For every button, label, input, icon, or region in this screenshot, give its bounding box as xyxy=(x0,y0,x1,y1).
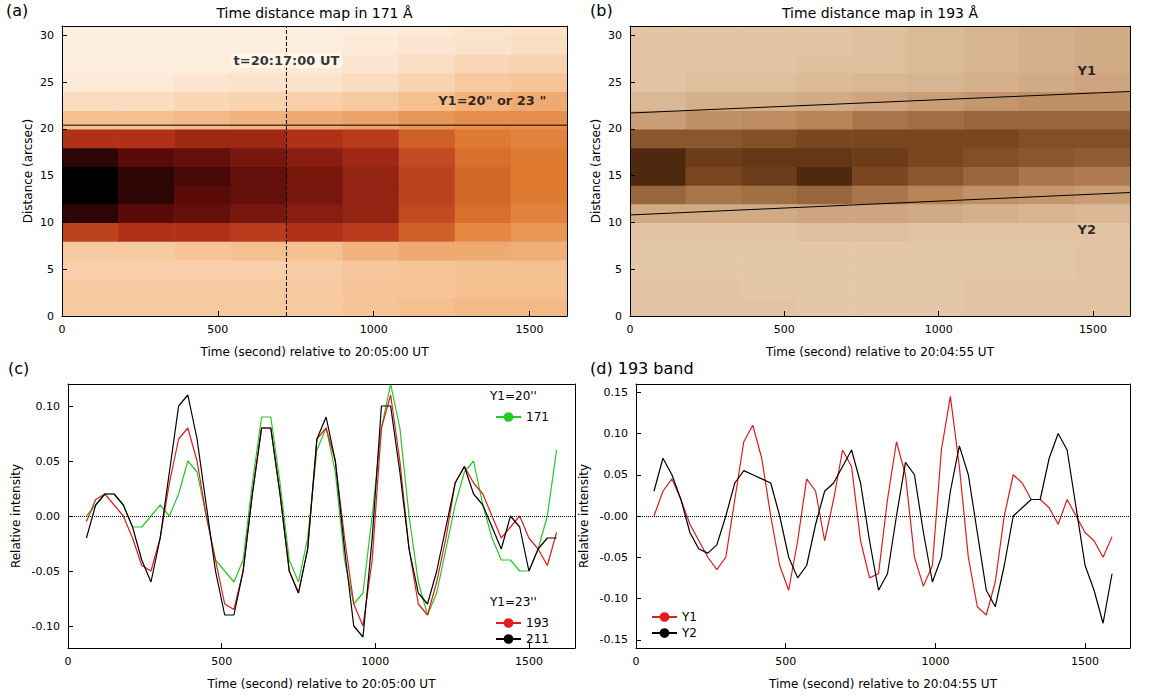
svg-text:500: 500 xyxy=(775,655,796,668)
svg-text:Time (second) relative to 20:0: Time (second) relative to 20:04:55 UT xyxy=(765,345,995,359)
svg-text:Relative intensity: Relative intensity xyxy=(9,464,23,568)
svg-text:25: 25 xyxy=(40,76,54,89)
svg-text:193: 193 xyxy=(526,616,549,630)
svg-text:0.15: 0.15 xyxy=(604,386,629,399)
svg-text:(d) 193 band: (d) 193 band xyxy=(590,359,694,378)
svg-text:0: 0 xyxy=(633,655,640,668)
svg-text:1500: 1500 xyxy=(1071,655,1099,668)
svg-text:1000: 1000 xyxy=(925,323,953,336)
svg-text:Relative intensity: Relative intensity xyxy=(577,464,591,568)
svg-text:5: 5 xyxy=(47,263,54,276)
svg-text:Y1=20'': Y1=20'' xyxy=(489,389,537,403)
svg-text:1000: 1000 xyxy=(361,655,389,668)
svg-text:Time (second) relative to 20:0: Time (second) relative to 20:05:00 UT xyxy=(200,345,430,359)
svg-text:30: 30 xyxy=(40,29,54,42)
svg-text:500: 500 xyxy=(774,323,795,336)
svg-text:-0.00: -0.00 xyxy=(600,510,628,523)
svg-text:0: 0 xyxy=(59,323,66,336)
svg-text:-0.15: -0.15 xyxy=(600,633,628,646)
svg-text:10: 10 xyxy=(40,216,54,229)
svg-text:1500: 1500 xyxy=(1079,323,1107,336)
svg-text:Time (second) relative to 20:0: Time (second) relative to 20:04:55 UT xyxy=(768,677,998,691)
svg-text:Distance (arcsec): Distance (arcsec) xyxy=(589,119,603,224)
svg-text:0: 0 xyxy=(65,655,72,668)
svg-text:Y1: Y1 xyxy=(681,610,697,624)
svg-text:-0.05: -0.05 xyxy=(600,551,628,564)
svg-text:Y2: Y2 xyxy=(1077,222,1096,237)
svg-text:1500: 1500 xyxy=(516,323,544,336)
svg-text:5: 5 xyxy=(615,263,622,276)
svg-text:-0.05: -0.05 xyxy=(32,565,60,578)
svg-text:-0.10: -0.10 xyxy=(32,620,60,633)
svg-text:10: 10 xyxy=(608,216,622,229)
svg-text:15: 15 xyxy=(40,169,54,182)
svg-text:211: 211 xyxy=(526,632,549,646)
svg-text:25: 25 xyxy=(608,76,622,89)
svg-text:Distance (arcsec): Distance (arcsec) xyxy=(21,119,35,224)
svg-text:15: 15 xyxy=(608,169,622,182)
svg-text:30: 30 xyxy=(608,29,622,42)
svg-text:0: 0 xyxy=(615,310,622,323)
svg-text:Y1=20" or 23 ": Y1=20" or 23 " xyxy=(437,93,546,108)
svg-text:(c): (c) xyxy=(8,359,29,378)
svg-text:-0.10: -0.10 xyxy=(600,592,628,605)
svg-text:20: 20 xyxy=(40,122,54,135)
svg-text:0.10: 0.10 xyxy=(604,427,629,440)
svg-text:0.10: 0.10 xyxy=(36,400,61,413)
svg-text:Time (second) relative to 20:0: Time (second) relative to 20:05:00 UT xyxy=(207,677,437,691)
svg-text:1000: 1000 xyxy=(360,323,388,336)
svg-text:500: 500 xyxy=(211,655,232,668)
svg-text:0: 0 xyxy=(627,323,634,336)
svg-text:1500: 1500 xyxy=(515,655,543,668)
svg-text:(b): (b) xyxy=(590,1,613,20)
svg-text:0: 0 xyxy=(47,310,54,323)
svg-text:Y2: Y2 xyxy=(681,626,697,640)
svg-text:Time distance map in 193 Å: Time distance map in 193 Å xyxy=(781,5,978,21)
svg-text:t=20:17:00 UT: t=20:17:00 UT xyxy=(234,53,340,68)
svg-text:20: 20 xyxy=(608,122,622,135)
svg-text:Y1=23'': Y1=23'' xyxy=(489,595,537,609)
svg-text:171: 171 xyxy=(526,410,549,424)
svg-text:0.05: 0.05 xyxy=(604,468,629,481)
svg-text:0.00: 0.00 xyxy=(36,510,61,523)
svg-text:Y1: Y1 xyxy=(1077,63,1096,78)
svg-text:500: 500 xyxy=(207,323,228,336)
svg-text:1000: 1000 xyxy=(921,655,949,668)
svg-text:(a): (a) xyxy=(6,1,28,20)
svg-text:Time distance map in 171 Å: Time distance map in 171 Å xyxy=(216,5,413,21)
svg-text:0.05: 0.05 xyxy=(36,455,61,468)
